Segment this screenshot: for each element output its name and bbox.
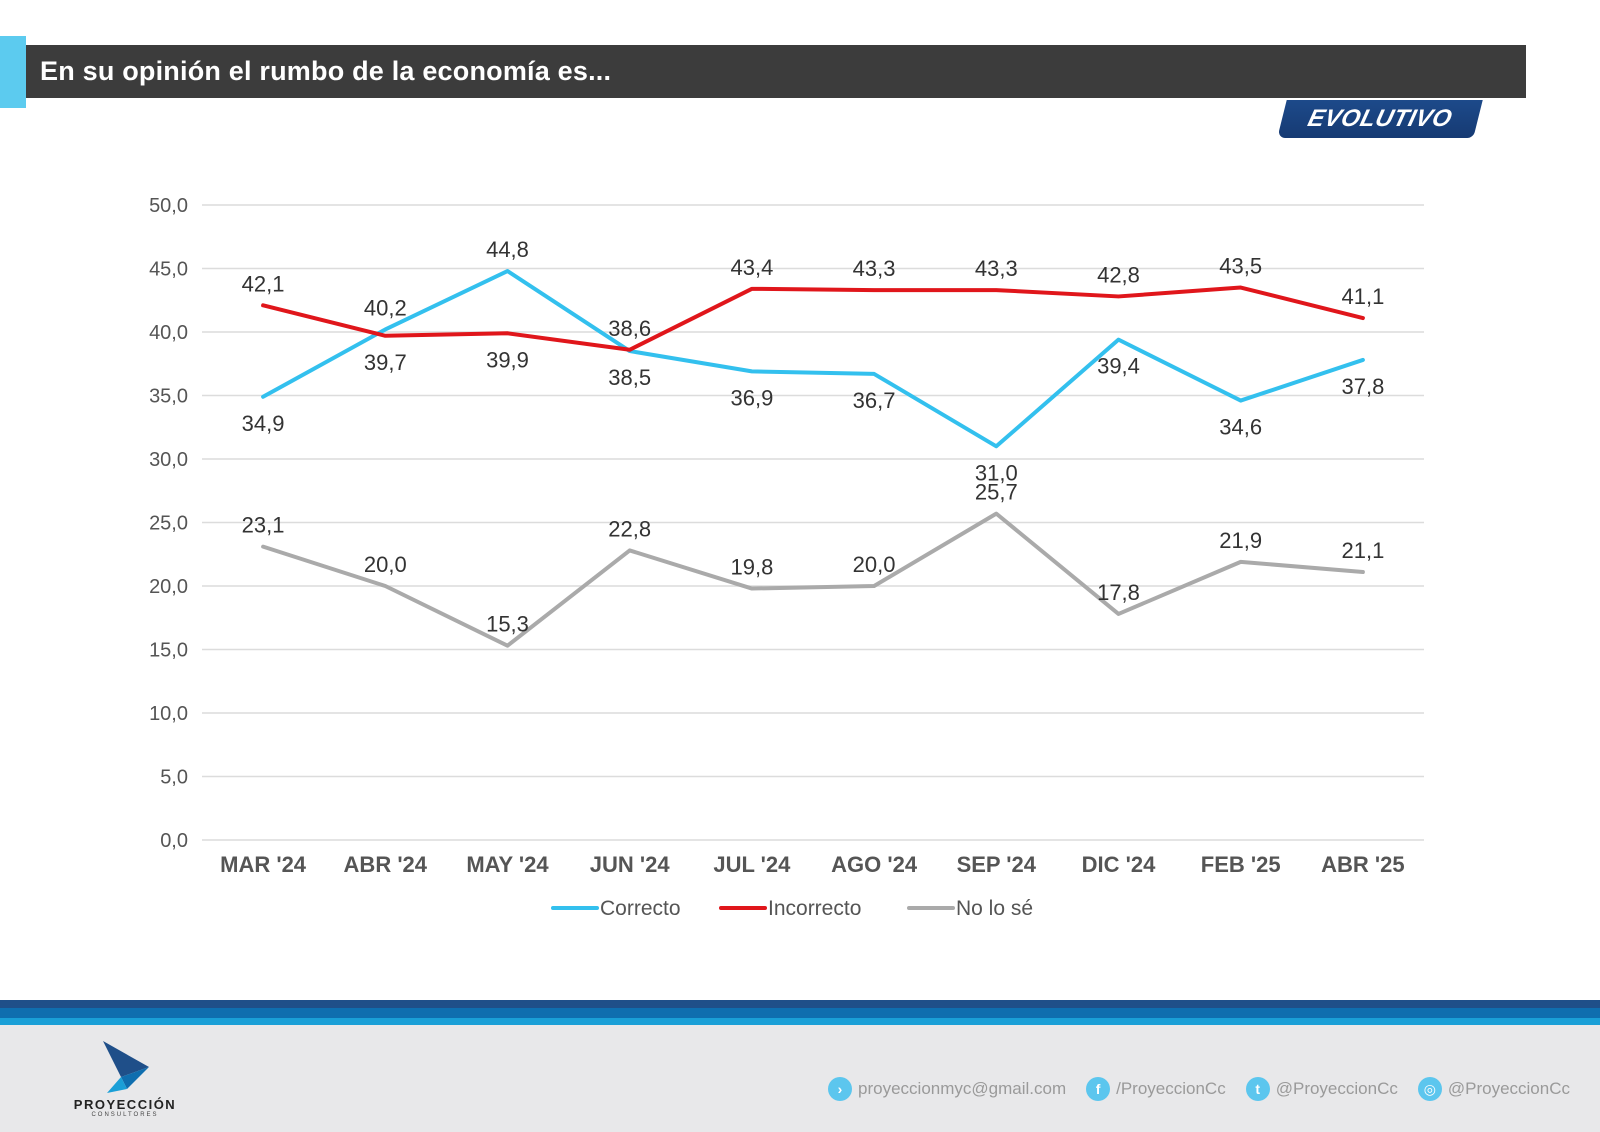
data-label: 42,1 [242,271,285,296]
y-tick-label: 50,0 [149,195,188,217]
legend-label: Incorrecto [768,897,861,920]
title-bar: En su opinión el rumbo de la economía es… [26,45,1526,98]
y-tick-label: 45,0 [149,259,188,281]
series-line-no-lo-se [261,511,1365,648]
contact-facebook[interactable]: f /ProyeccionCc [1086,1077,1226,1101]
series-lines [261,269,1365,648]
logo-name: PROYECCIÓN [73,1097,177,1112]
contact-email[interactable]: › proyeccionmyc@gmail.com [828,1077,1066,1101]
legend-item: No lo sé [907,897,1033,920]
data-label: 19,8 [730,555,773,580]
legend-item: Correcto [551,897,681,920]
legend-item: Incorrecto [719,897,861,920]
x-axis-ticks: MAR '24 ABR '24 MAY '24 JUN '24 JUL '24 AGO '… [220,852,1405,877]
y-tick-label: 40,0 [149,322,188,344]
facebook-icon: f [1086,1077,1111,1101]
company-logo: PROYECCIÓN CONSULTORES [70,1039,180,1129]
data-label: 40,2 [364,295,407,320]
data-label: 23,1 [242,513,285,538]
data-label: 22,8 [608,516,651,541]
series-line-correcto [261,269,1365,449]
footer: PROYECCIÓN CONSULTORES › proyeccionmyc@g… [0,1025,1600,1132]
x-tick-label: ABR '25 [1321,852,1404,877]
data-label: 20,0 [853,552,896,577]
legend-label: No lo sé [956,897,1033,920]
contact-instagram[interactable]: ◎ @ProyeccionCc [1417,1077,1570,1101]
data-label: 21,1 [1341,538,1384,563]
data-label: 34,6 [1219,415,1262,440]
footer-band-mid [0,1008,1600,1018]
data-label: 17,8 [1097,580,1140,605]
data-label: 43,3 [975,256,1018,281]
accent-tab [0,36,26,108]
twitter-icon: t [1245,1077,1270,1101]
contact-twitter-text: @ProyeccionCc [1275,1079,1398,1098]
data-label: 31,0 [975,460,1018,485]
data-label: 20,0 [364,552,407,577]
y-axis-ticks: 0,0 5,0 10,0 15,0 20,0 25,0 30,0 35,0 40,0 45,0 50… [149,195,188,852]
footer-band-dark [0,1000,1600,1008]
data-label: 38,6 [608,316,651,341]
data-label: 43,4 [730,255,773,280]
evolutivo-badge: EVOLUTIVO [1277,100,1483,138]
data-labels: 34,9 40,2 44,8 38,5 36,9 36,7 31,0 39,4 34,6 37,8… [242,237,1385,637]
x-tick-label: AGO '24 [831,852,918,877]
x-tick-label: JUN '24 [590,852,671,877]
data-label: 42,8 [1097,262,1140,287]
y-tick-label: 30,0 [149,449,188,471]
logo-arrow-icon [103,1041,149,1093]
data-label: 21,9 [1219,528,1262,553]
badge-label: EVOLUTIVO [1305,105,1456,132]
data-label: 41,1 [1341,284,1384,309]
data-label: 39,7 [364,350,407,375]
y-tick-label: 10,0 [149,703,188,725]
data-label: 43,5 [1219,254,1262,279]
instagram-icon: ◎ [1417,1077,1442,1101]
data-label: 37,8 [1341,374,1384,399]
data-label: 15,3 [486,612,529,637]
data-label: 36,7 [853,388,896,413]
x-tick-label: FEB '25 [1201,852,1281,877]
data-label: 34,9 [242,411,285,436]
contact-list: › proyeccionmyc@gmail.com f /ProyeccionC… [828,1077,1570,1101]
data-label: 39,9 [486,347,529,372]
y-tick-label: 15,0 [149,640,188,662]
y-tick-label: 35,0 [149,386,188,408]
footer-band-light [0,1018,1600,1025]
x-tick-label: SEP '24 [957,852,1037,877]
x-tick-label: ABR '24 [344,852,428,877]
data-label: 25,7 [975,480,1018,505]
x-tick-label: MAR '24 [220,852,307,877]
line-chart: 0,0 5,0 10,0 15,0 20,0 25,0 30,0 35,0 40,0 45,0 50… [149,195,1424,920]
y-tick-label: 20,0 [149,576,188,598]
series-line-incorrecto [261,285,1365,352]
page-title: En su opinión el rumbo de la economía es… [40,56,612,86]
data-label: 44,8 [486,237,529,262]
chevron-right-icon: › [828,1077,853,1101]
data-label: 39,4 [1097,354,1140,379]
y-tick-label: 0,0 [160,830,188,852]
y-tick-label: 25,0 [149,513,188,535]
contact-facebook-text: /ProyeccionCc [1116,1079,1226,1098]
data-label: 38,5 [608,365,651,390]
contact-twitter[interactable]: t @ProyeccionCc [1245,1077,1398,1101]
logo-subtitle: CONSULTORES [91,1112,159,1118]
data-label: 36,9 [730,385,773,410]
legend-label: Correcto [600,897,681,920]
x-tick-label: MAY '24 [466,852,549,877]
contact-email-text: proyeccionmyc@gmail.com [858,1079,1067,1098]
y-tick-label: 5,0 [160,767,188,789]
contact-instagram-text: @ProyeccionCc [1447,1079,1570,1098]
data-label: 43,3 [853,256,896,281]
x-tick-label: DIC '24 [1082,852,1156,877]
legend: Correcto Incorrecto No lo sé [551,897,1033,920]
x-tick-label: JUL '24 [713,852,791,877]
